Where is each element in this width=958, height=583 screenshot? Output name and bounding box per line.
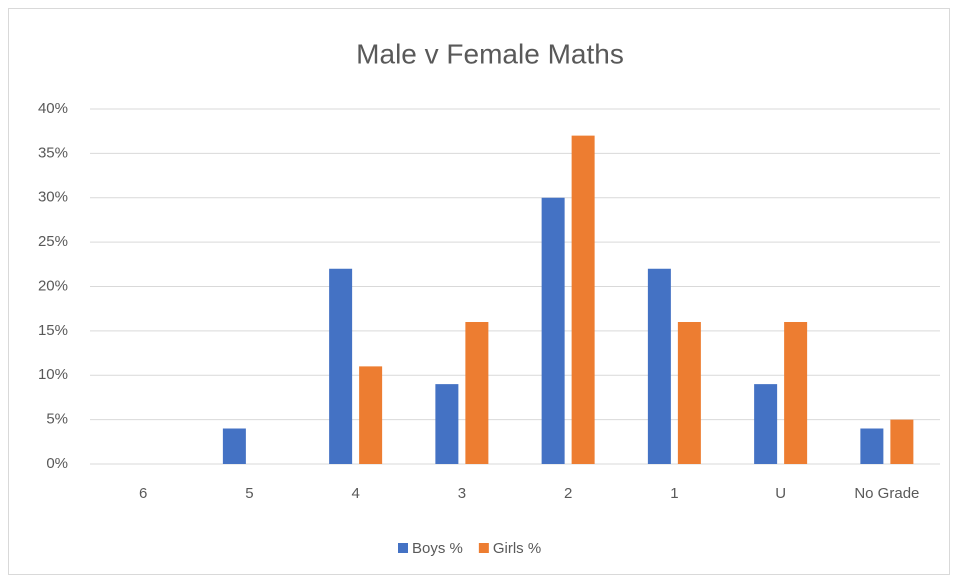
bar (571, 135, 595, 464)
chart-title: Male v Female Maths (356, 38, 624, 69)
y-tick-label: 0% (46, 455, 68, 472)
x-tick-label: 4 (351, 485, 359, 502)
x-tick-label: U (775, 485, 786, 502)
bar (222, 428, 246, 464)
bar (359, 366, 383, 464)
x-tick-label: No Grade (854, 485, 919, 502)
y-tick-label: 20% (38, 277, 68, 294)
x-tick-label: 5 (245, 485, 253, 502)
legend-label: Boys % (412, 540, 463, 557)
y-tick-label: 25% (38, 233, 68, 250)
bar (647, 268, 671, 464)
bar (677, 322, 701, 464)
bar (754, 384, 778, 464)
bar (329, 268, 353, 464)
legend-label: Girls % (493, 540, 541, 557)
x-tick-label: 2 (564, 485, 572, 502)
y-tick-label: 10% (38, 366, 68, 383)
x-tick-label: 6 (139, 485, 147, 502)
bar (541, 197, 565, 464)
chart-border (8, 8, 950, 575)
legend-swatch (478, 543, 489, 553)
bar (435, 384, 459, 464)
bar (465, 322, 489, 464)
bar (860, 428, 884, 464)
y-tick-label: 30% (38, 189, 68, 206)
bar (890, 419, 914, 464)
x-tick-label: 1 (670, 485, 678, 502)
y-tick-label: 35% (38, 144, 68, 161)
x-tick-label: 3 (458, 485, 466, 502)
y-tick-label: 40% (38, 100, 68, 117)
y-tick-label: 5% (46, 411, 68, 428)
y-tick-label: 15% (38, 322, 68, 339)
legend-swatch (398, 543, 408, 553)
bar (784, 322, 808, 464)
